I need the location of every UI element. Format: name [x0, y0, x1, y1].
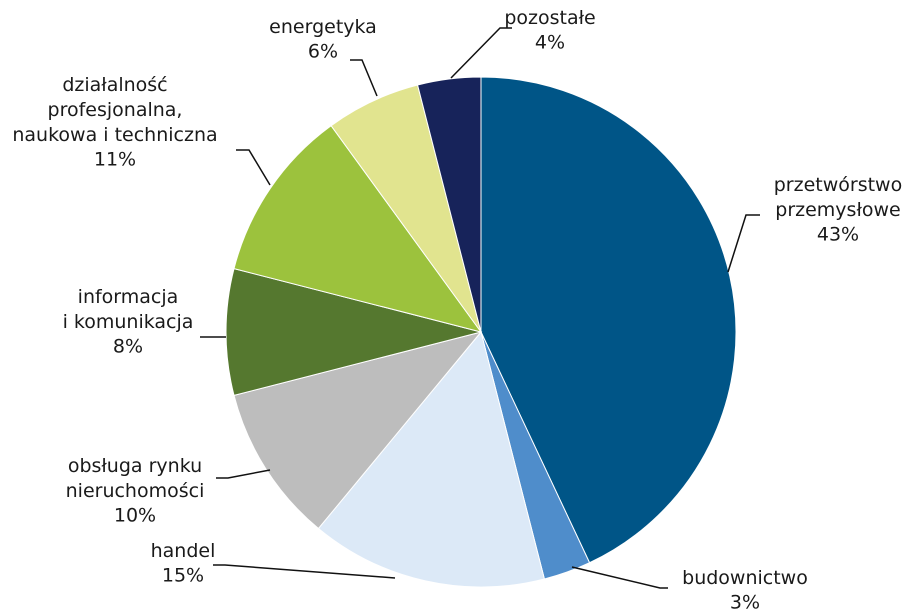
leader-line	[216, 469, 271, 479]
slice-value-label: 6%	[308, 41, 338, 63]
pie-slice	[416, 76, 482, 333]
slice-value-label: 4%	[535, 32, 565, 54]
pie-slice	[225, 267, 482, 397]
slice-value-label: 15%	[162, 565, 204, 587]
slice-value-label: 8%	[113, 336, 143, 358]
leader-line	[350, 59, 378, 97]
slice-label: obsługa rynku nieruchomości	[66, 455, 205, 502]
pie-slice	[480, 76, 737, 564]
leader-line	[727, 214, 760, 273]
slice-label: energetyka	[269, 16, 377, 38]
pie-slice	[233, 331, 483, 530]
slice-value-label: 43%	[817, 224, 859, 246]
slice-label: informacja i komunikacja	[63, 286, 194, 333]
slice-label: budownictwo	[682, 567, 808, 589]
leader-line	[571, 566, 668, 589]
slice-label: przetwórstwo przemysłowe	[774, 174, 902, 221]
leader-line	[236, 149, 271, 186]
slice-value-label: 11%	[94, 149, 136, 171]
pie-slice	[233, 125, 483, 333]
slice-label: działalność profesjonalna, naukowa i techn…	[12, 74, 217, 146]
slice-label: pozostałe	[504, 7, 595, 29]
leader-line	[213, 564, 396, 579]
pie-slice	[317, 330, 546, 588]
slice-label: handel	[151, 540, 216, 562]
slice-value-label: 3%	[730, 592, 760, 612]
slice-value-label: 10%	[114, 505, 156, 527]
leader-line	[450, 27, 512, 79]
